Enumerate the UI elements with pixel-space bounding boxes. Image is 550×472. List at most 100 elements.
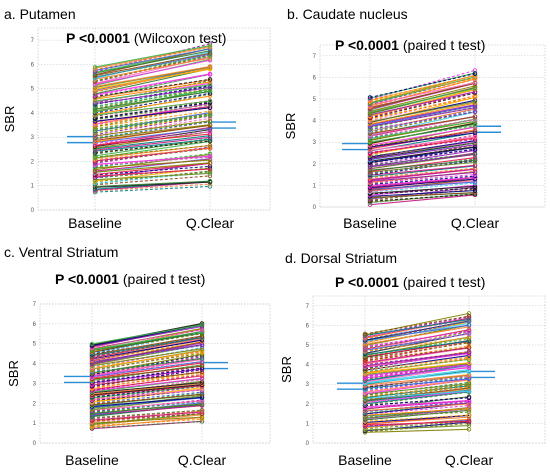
- subject-line: [369, 87, 476, 113]
- qclear-point: [466, 406, 472, 411]
- y-tick-label: 6: [33, 322, 37, 328]
- qclear-point: [466, 408, 472, 413]
- subject-line: [94, 124, 211, 140]
- test-name: (paired t test): [402, 274, 486, 290]
- subject-line: [369, 96, 476, 120]
- subject-line: [369, 91, 476, 118]
- plot-ventral-striatum: 0 1 2 3 4 5 6 7 SBR Baseline Q.Clear: [6, 302, 271, 468]
- panel-dorsal-striatum: 0 1 2 3 4 5 6 7 SBR Baseline Q.Clear d. Dorsal Str…: [275, 236, 550, 472]
- baseline-point: [367, 95, 373, 100]
- test-result: P <0.0001 (paired t test): [335, 37, 485, 53]
- subject-series: [367, 71, 478, 100]
- qclear-point: [466, 311, 472, 316]
- qclear-point: [199, 403, 205, 408]
- subject-line: [94, 102, 211, 120]
- y-tick-label: 1: [306, 421, 310, 427]
- qclear-point: [199, 324, 205, 329]
- qclear-point: [466, 414, 472, 420]
- qclear-point: [199, 372, 205, 377]
- subject-line: [369, 105, 476, 127]
- subject-line: [94, 68, 211, 90]
- subject-line: [91, 420, 203, 429]
- subject-line: [94, 156, 211, 166]
- qclear-point: [207, 153, 213, 159]
- subject-series: [92, 93, 213, 117]
- qclear-point: [207, 166, 213, 172]
- subject-line: [364, 383, 470, 395]
- qclear-point: [472, 185, 478, 191]
- subject-line: [364, 347, 470, 364]
- subject-line: [91, 403, 203, 413]
- subject-line: [369, 167, 476, 179]
- y-tick-label: 2: [313, 162, 317, 168]
- qclear-point: [466, 412, 472, 418]
- subject-line: [369, 144, 476, 160]
- qclear-point: [472, 147, 478, 152]
- subject-line: [369, 192, 476, 199]
- x-category-label: Baseline: [65, 452, 119, 468]
- subject-line: [94, 104, 211, 121]
- subject-line: [369, 85, 476, 112]
- subject-line: [369, 104, 476, 129]
- subject-line: [91, 382, 203, 394]
- y-tick-label: 4: [33, 362, 37, 368]
- x-category-label: Baseline: [343, 215, 397, 231]
- subject-line: [94, 84, 211, 102]
- subject-line: [91, 348, 203, 367]
- subject-line: [91, 333, 203, 352]
- subject-line: [369, 142, 476, 159]
- x-category-label: Q.Clear: [186, 215, 235, 231]
- subject-line: [94, 121, 211, 139]
- baseline-point: [92, 103, 98, 109]
- subject-line: [91, 409, 203, 419]
- subject-line: [91, 360, 203, 378]
- subject-line: [364, 397, 470, 407]
- subject-line: [94, 144, 211, 158]
- subject-line: [364, 378, 470, 389]
- qclear-point: [199, 401, 205, 407]
- subject-line: [369, 165, 476, 178]
- subject-line: [91, 393, 203, 405]
- panel-title: c. Ventral Striatum: [4, 244, 119, 260]
- plot-dorsal-striatum: 0 1 2 3 4 5 6 7 SBR Baseline Q.Clear: [279, 295, 546, 468]
- subject-line: [94, 120, 211, 137]
- subject-line: [364, 390, 470, 403]
- subject-line: [91, 332, 203, 351]
- subject-line: [91, 397, 203, 408]
- y-tick-label: 4: [31, 111, 35, 117]
- subject-line: [364, 414, 470, 422]
- subject-line: [369, 109, 476, 133]
- subject-line: [91, 391, 203, 404]
- y-tick-label: 5: [31, 87, 35, 93]
- y-tick-label: 3: [313, 140, 317, 146]
- subject-line: [369, 185, 476, 194]
- qclear-point: [207, 171, 213, 176]
- qclear-point: [207, 53, 213, 59]
- qclear-point: [472, 125, 478, 130]
- subject-line: [94, 140, 211, 154]
- subject-line: [94, 114, 211, 130]
- qclear-point: [472, 175, 478, 180]
- subject-line: [364, 387, 470, 401]
- subject-line: [369, 76, 476, 105]
- subject-line: [369, 136, 476, 151]
- qclear-point: [472, 179, 478, 185]
- subject-line: [94, 53, 211, 78]
- qclear-point: [472, 188, 478, 193]
- subject-line: [91, 332, 203, 354]
- subject-line: [94, 162, 211, 175]
- subject-line: [364, 409, 470, 421]
- subject-line: [94, 66, 211, 88]
- qclear-point: [466, 419, 472, 424]
- subject-line: [369, 160, 476, 176]
- subject-line: [364, 333, 470, 350]
- subject-line: [91, 375, 203, 391]
- y-tick-label: 3: [33, 381, 37, 387]
- subject-line: [364, 405, 470, 415]
- qclear-point: [466, 350, 472, 355]
- qclear-point: [207, 43, 213, 48]
- subject-line: [364, 408, 470, 416]
- panel-caudate-nucleus: 0 1 2 3 4 5 6 7 SBR Baseline Q.Clear b. Caudate nu…: [275, 0, 550, 236]
- p-value: P <0.0001: [335, 37, 399, 53]
- subject-line: [91, 329, 203, 349]
